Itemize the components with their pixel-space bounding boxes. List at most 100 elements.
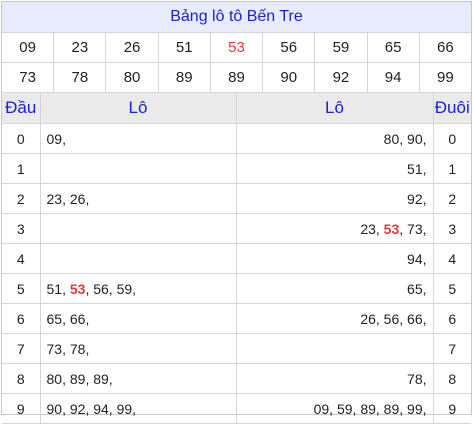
separator: , [329, 400, 337, 417]
lo-right-cell: 78, [235, 363, 434, 394]
loto-number: 99 [407, 400, 423, 417]
number-cell: 89 [211, 63, 264, 92]
table-row: 8 80, 89, 89, 78, 8 [2, 363, 471, 394]
lo-left-cell: 51, 53, 56, 59, [39, 273, 237, 304]
header-duoi: Đuôi [432, 93, 471, 124]
number-cell: 09 [2, 33, 55, 62]
number-cell: 90 [263, 63, 316, 92]
loto-number: 80 [383, 130, 400, 147]
separator: , [399, 130, 408, 147]
loto-number: 56 [383, 310, 400, 327]
separator: , [108, 280, 117, 297]
separator: , [62, 310, 70, 327]
duoi-cell: 5 [432, 273, 471, 304]
loto-number: 09 [46, 130, 63, 147]
lo-right-cell: 23, 53, 73, [235, 213, 434, 244]
table-row: 6 65, 66, 26, 56, 66, 6 [2, 303, 471, 334]
lo-left-cell: 65, 66, [39, 303, 237, 334]
separator: , [62, 400, 70, 417]
loto-number: 99 [116, 400, 133, 417]
duoi-cell: 6 [432, 303, 471, 334]
lo-right-cell: 51, [235, 153, 434, 184]
lo-left-cell: 73, 78, [39, 333, 237, 364]
separator: , [399, 400, 408, 417]
number-cell: 23 [54, 33, 107, 62]
number-cell: 89 [159, 63, 211, 92]
lo-right-cell: 80, 90, [235, 123, 434, 154]
loto-number: 89 [69, 370, 86, 387]
table-row: 2 23, 26, 92, 2 [2, 183, 471, 214]
loto-number: 23 [46, 190, 63, 207]
separator: , [399, 220, 408, 237]
dau-cell: 0 [2, 123, 41, 154]
table-row: 1 51, 1 [2, 153, 471, 184]
loto-number: 65 [46, 310, 63, 327]
duoi-cell: 1 [432, 153, 471, 184]
dau-cell: 3 [2, 213, 41, 244]
loto-number: 89 [383, 400, 400, 417]
dau-cell: 2 [2, 183, 41, 214]
separator: , [132, 280, 137, 297]
header-lo-right: Lô [235, 93, 434, 124]
dau-cell: 5 [2, 273, 41, 304]
separator: , [108, 370, 113, 387]
duoi-cell: 3 [432, 213, 471, 244]
separator: , [85, 280, 94, 297]
lo-left-cell: 09, [39, 123, 237, 154]
number-cell: 56 [263, 33, 316, 62]
number-cell: 92 [315, 63, 368, 92]
numbers-row-1: 09 23 26 51 53 56 59 65 66 [2, 33, 471, 63]
loto-number: 53 [383, 220, 400, 237]
number-cell: 26 [106, 33, 159, 62]
separator: , [375, 310, 384, 327]
dau-cell: 1 [2, 153, 41, 184]
number-cell: 78 [54, 63, 107, 92]
duoi-cell: 7 [432, 333, 471, 364]
lo-right-cell [235, 333, 434, 364]
separator: , [85, 340, 90, 357]
header-lo-left: Lô [39, 93, 237, 124]
table-row: 9 90, 92, 94, 99, 09, 59, 89, 89, 99, 9 [2, 393, 471, 424]
duoi-cell: 0 [432, 123, 471, 154]
separator: , [422, 370, 427, 387]
separator: , [62, 190, 70, 207]
number-cell: 80 [106, 63, 159, 92]
duoi-cell: 9 [432, 393, 471, 424]
dau-cell: 4 [2, 243, 41, 274]
separator: , [62, 280, 70, 297]
number-cell: 73 [2, 63, 55, 92]
numbers-row-2: 73 78 80 89 89 90 92 94 99 [2, 63, 471, 93]
table-row: 7 73, 78, 7 [2, 333, 471, 364]
loto-table: Đầu Lô Lô Đuôi 0 09, 80, 90, 0 1 51, 1 2 23, 26,… [2, 93, 471, 424]
table-row: 5 51, 53, 56, 59, 65, 5 [2, 273, 471, 304]
separator: , [422, 190, 427, 207]
separator: , [85, 190, 90, 207]
board-title: Bảng lô tô Bến Tre [2, 2, 471, 33]
lo-left-cell [39, 153, 237, 184]
separator: , [422, 250, 427, 267]
dau-cell: 7 [2, 333, 41, 364]
separator: , [422, 280, 427, 297]
loto-number: 89 [93, 370, 109, 387]
table-row: 4 94, 4 [2, 243, 471, 274]
lo-left-cell: 90, 92, 94, 99, [39, 393, 237, 424]
loto-number: 66 [407, 310, 423, 327]
loto-number: 73 [407, 220, 423, 237]
loto-number: 80 [46, 370, 63, 387]
loto-number: 78 [69, 340, 86, 357]
dau-cell: 6 [2, 303, 41, 334]
loto-number: 59 [116, 280, 133, 297]
loto-number: 09 [313, 400, 330, 417]
loto-number: 51 [46, 280, 63, 297]
loto-number: 26 [360, 310, 376, 327]
loto-number: 92 [407, 190, 423, 207]
lo-left-cell [39, 243, 237, 274]
separator: , [62, 130, 66, 147]
loto-number: 73 [46, 340, 63, 357]
number-cell: 94 [368, 63, 420, 92]
lo-right-cell: 26, 56, 66, [235, 303, 434, 334]
loto-number: 94 [407, 250, 423, 267]
lo-left-cell [39, 213, 237, 244]
lo-right-cell: 94, [235, 243, 434, 274]
number-cell: 59 [315, 33, 368, 62]
